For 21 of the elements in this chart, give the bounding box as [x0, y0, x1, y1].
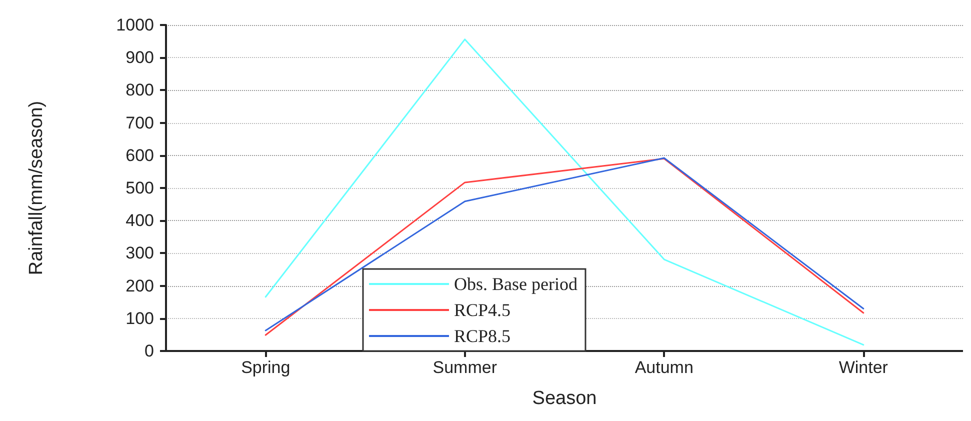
legend-label: RCP8.5	[454, 326, 511, 346]
y-tick-label: 0	[144, 342, 154, 360]
y-tick-label: 700	[126, 113, 154, 132]
y-tick-label: 100	[126, 308, 154, 328]
y-tick-label: 500	[126, 178, 154, 198]
legend-label: Obs. Base period	[454, 274, 578, 294]
y-tick-label: 200	[126, 276, 154, 296]
x-tick-label: Autumn	[634, 358, 694, 377]
y-tick-label: 1000	[116, 16, 154, 34]
x-tick-label: Summer	[432, 358, 498, 377]
x-tick-label: Spring	[241, 358, 290, 377]
y-axis-title: Rainfall(mm/season)	[26, 100, 47, 276]
y-tick-label: 600	[126, 146, 154, 165]
y-tick-label: 400	[126, 211, 154, 230]
x-tick-label: Winter	[838, 358, 888, 377]
x-axis-title: Season	[532, 388, 597, 409]
legend-label: RCP4.5	[454, 300, 511, 320]
y-tick-label: 900	[126, 48, 154, 68]
line-series	[264, 38, 864, 346]
y-tick-label: 800	[126, 80, 154, 100]
y-tick-label: 300	[126, 244, 154, 263]
